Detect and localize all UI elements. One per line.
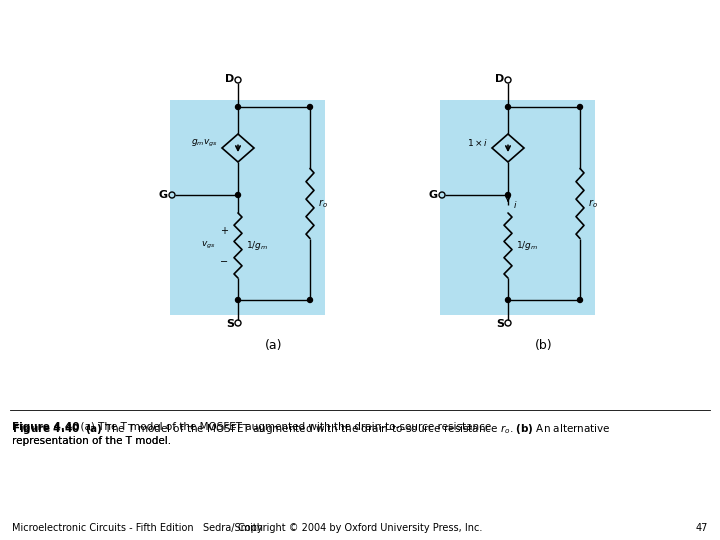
- Text: representation of the T model.: representation of the T model.: [12, 436, 171, 446]
- Text: 47: 47: [696, 523, 708, 533]
- Text: $1/g_m$: $1/g_m$: [516, 239, 539, 252]
- Text: D: D: [225, 74, 234, 84]
- Circle shape: [577, 105, 582, 110]
- Text: Copyright © 2004 by Oxford University Press, Inc.: Copyright © 2004 by Oxford University Pr…: [238, 523, 482, 533]
- Text: (a): (a): [265, 339, 283, 352]
- Circle shape: [505, 105, 510, 110]
- Circle shape: [505, 298, 510, 302]
- Text: $g_m v_{gs}$: $g_m v_{gs}$: [192, 138, 218, 148]
- Text: S: S: [496, 319, 504, 329]
- Text: $r_o$: $r_o$: [588, 197, 598, 210]
- Circle shape: [307, 298, 312, 302]
- Text: Figure 4.40: Figure 4.40: [12, 422, 79, 432]
- Text: $1\times i$: $1\times i$: [467, 138, 488, 148]
- Text: $i$: $i$: [513, 199, 518, 211]
- Text: $1/g_m$: $1/g_m$: [246, 239, 269, 252]
- Text: $v_{gs}$: $v_{gs}$: [202, 240, 216, 251]
- Text: $\mathbf{Figure\ 4.40}$  $\mathbf{(a)}$ The T model of the MOSFET augmented with: $\mathbf{Figure\ 4.40}$ $\mathbf{(a)}$ T…: [12, 422, 611, 436]
- Text: S: S: [226, 319, 234, 329]
- Text: +: +: [220, 226, 228, 237]
- Circle shape: [577, 298, 582, 302]
- Circle shape: [235, 298, 240, 302]
- Text: Microelectronic Circuits - Fifth Edition   Sedra/Smith: Microelectronic Circuits - Fifth Edition…: [12, 523, 263, 533]
- Text: −: −: [220, 256, 228, 267]
- Text: $r_o$: $r_o$: [318, 197, 328, 210]
- Text: (b): (b): [535, 339, 553, 352]
- Bar: [440, 100, 595, 315]
- Text: (a) The T model of the MOSFET augmented with the drain-to-source resistance: (a) The T model of the MOSFET augmented …: [74, 422, 495, 432]
- Text: G: G: [429, 190, 438, 200]
- Circle shape: [505, 192, 510, 198]
- Circle shape: [235, 105, 240, 110]
- Circle shape: [235, 192, 240, 198]
- Text: D: D: [495, 74, 504, 84]
- Text: representation of the T model.: representation of the T model.: [12, 436, 171, 446]
- Text: G: G: [159, 190, 168, 200]
- Circle shape: [307, 105, 312, 110]
- Bar: [170, 100, 325, 315]
